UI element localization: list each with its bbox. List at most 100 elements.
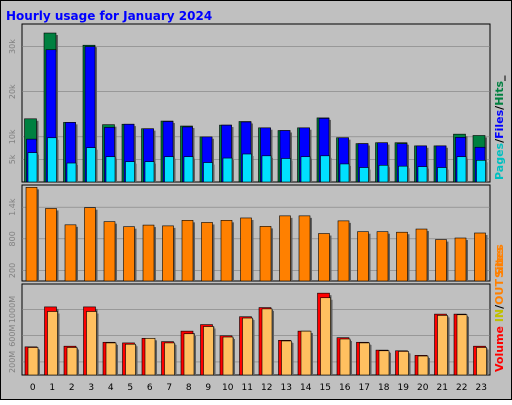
- pages-bar: [242, 153, 254, 183]
- pages-bar-body: [261, 155, 272, 183]
- x-tick-label: 16: [339, 383, 351, 393]
- sites-bar-body: [162, 225, 174, 282]
- pages-bar: [222, 157, 234, 183]
- pages-bar-body: [27, 152, 38, 183]
- sites-bar: [376, 231, 390, 282]
- panel-usage-frame: [21, 23, 491, 183]
- x-tick-label: 0: [30, 383, 36, 393]
- sites-bar-body: [259, 226, 272, 282]
- sites-bar: [474, 232, 488, 282]
- sites-bar: [25, 187, 39, 282]
- volume-out-bar: [398, 351, 411, 376]
- panel-usage-ytick-label: 10k: [8, 129, 17, 144]
- volume-out-bar: [359, 342, 372, 376]
- pages-bar-body: [47, 137, 57, 183]
- panel-sites-ytick-label: 1.4k: [8, 198, 17, 216]
- volume-out-bar: [125, 343, 138, 376]
- volume-out-bar: [339, 338, 352, 376]
- volume-out-bar: [164, 342, 177, 376]
- volume-out-bar: [86, 311, 99, 376]
- pages-bar-body: [86, 147, 96, 183]
- volume-out-bar-body: [398, 351, 409, 376]
- sites-bar-body: [201, 222, 213, 282]
- panel-usage-ytick-label: 5k: [8, 154, 17, 164]
- pages-bar-body: [183, 156, 194, 183]
- chart-title: Hourly usage for January 2024: [6, 9, 212, 23]
- sites-bar: [240, 217, 254, 282]
- x-tick-label: 15: [320, 383, 331, 393]
- sites-bar-body: [181, 220, 194, 282]
- volume-out-bar: [47, 311, 60, 376]
- pages-bar: [183, 156, 195, 183]
- pages-bar-body: [456, 156, 467, 183]
- pages-bar: [320, 155, 332, 183]
- sites-bar-body: [103, 221, 116, 282]
- panel-sites: 200 800 1.4k Sites: [8, 184, 506, 282]
- volume-out-bar: [261, 308, 274, 376]
- sites-bar: [396, 231, 410, 282]
- legend-entry: Volume: [493, 326, 506, 372]
- panel-volume-ytick-label: 600M: [8, 325, 17, 347]
- sites-bar-body: [318, 233, 330, 282]
- volume-out-bar-body: [281, 340, 292, 376]
- panel-volume-legend: Volume IN/OUT Sites: [493, 244, 506, 372]
- sites-bar-body: [337, 220, 350, 282]
- sites-bar-body: [25, 187, 38, 282]
- panel-volume-ytick-label: 1000M: [8, 296, 17, 323]
- pages-bar: [378, 164, 390, 183]
- panel-usage-ytick-label: 30k: [8, 39, 17, 54]
- pages-bar-body: [203, 162, 213, 183]
- pages-bar-body: [476, 160, 486, 183]
- x-tick-label: 9: [205, 383, 211, 393]
- sites-bar: [415, 228, 429, 282]
- pages-bar-body: [320, 155, 330, 183]
- legend-entry: /: [493, 304, 506, 309]
- panel-sites-ytick-label: 800: [8, 231, 17, 246]
- panel-usage-legend: Pages/Files/Hits_: [493, 75, 506, 180]
- volume-out-bar-body: [456, 314, 468, 376]
- pages-bar-body: [300, 156, 311, 183]
- pages-bar-body: [125, 161, 135, 183]
- pages-bar: [359, 167, 371, 183]
- pages-bar: [300, 156, 312, 183]
- sites-bar-body: [240, 217, 252, 282]
- x-tick-label: 8: [186, 383, 192, 393]
- sites-bar-body: [64, 224, 77, 282]
- pages-bar: [281, 158, 293, 183]
- volume-out-bar: [378, 350, 391, 376]
- volume-out-bar-body: [300, 330, 312, 376]
- pages-bar-body: [66, 162, 77, 183]
- volume-out-bar: [437, 315, 450, 376]
- pages-bar-body: [417, 166, 428, 183]
- volume-out-bar-body: [86, 311, 97, 376]
- pages-bar: [398, 165, 410, 183]
- legend-entry: /: [493, 138, 506, 143]
- x-tick-label: 4: [108, 383, 114, 393]
- legend-entry: Sites: [493, 244, 506, 275]
- volume-out-bar-body: [261, 308, 273, 376]
- sites-bar-body: [376, 231, 389, 282]
- x-tick-label: 13: [281, 383, 292, 393]
- pages-bar-body: [339, 163, 350, 183]
- panel-sites-legend: Sites: [493, 247, 506, 278]
- sites-bar: [435, 239, 449, 282]
- pages-bar: [47, 137, 59, 183]
- pages-bar-body: [105, 156, 116, 183]
- sites-bar-body: [396, 231, 408, 282]
- sites-bar: [45, 208, 59, 282]
- volume-out-bar-body: [320, 297, 331, 376]
- pages-bar: [476, 160, 488, 183]
- panel-sites-ytick-label: 200: [8, 263, 17, 278]
- pages-bar: [437, 167, 449, 183]
- x-tick-label: 14: [300, 383, 312, 393]
- volume-out-bar-body: [476, 347, 487, 376]
- x-tick-label: 3: [88, 383, 94, 393]
- x-tick-label: 22: [456, 383, 467, 393]
- pages-bar-body: [242, 153, 252, 183]
- x-axis: 0 1 2 3 4 5 6 7 8 9 10 11 12 13 14 15 16 17 18 19 20 21 22 23: [30, 383, 487, 393]
- x-tick-label: 20: [417, 383, 429, 393]
- sites-bar: [181, 220, 195, 282]
